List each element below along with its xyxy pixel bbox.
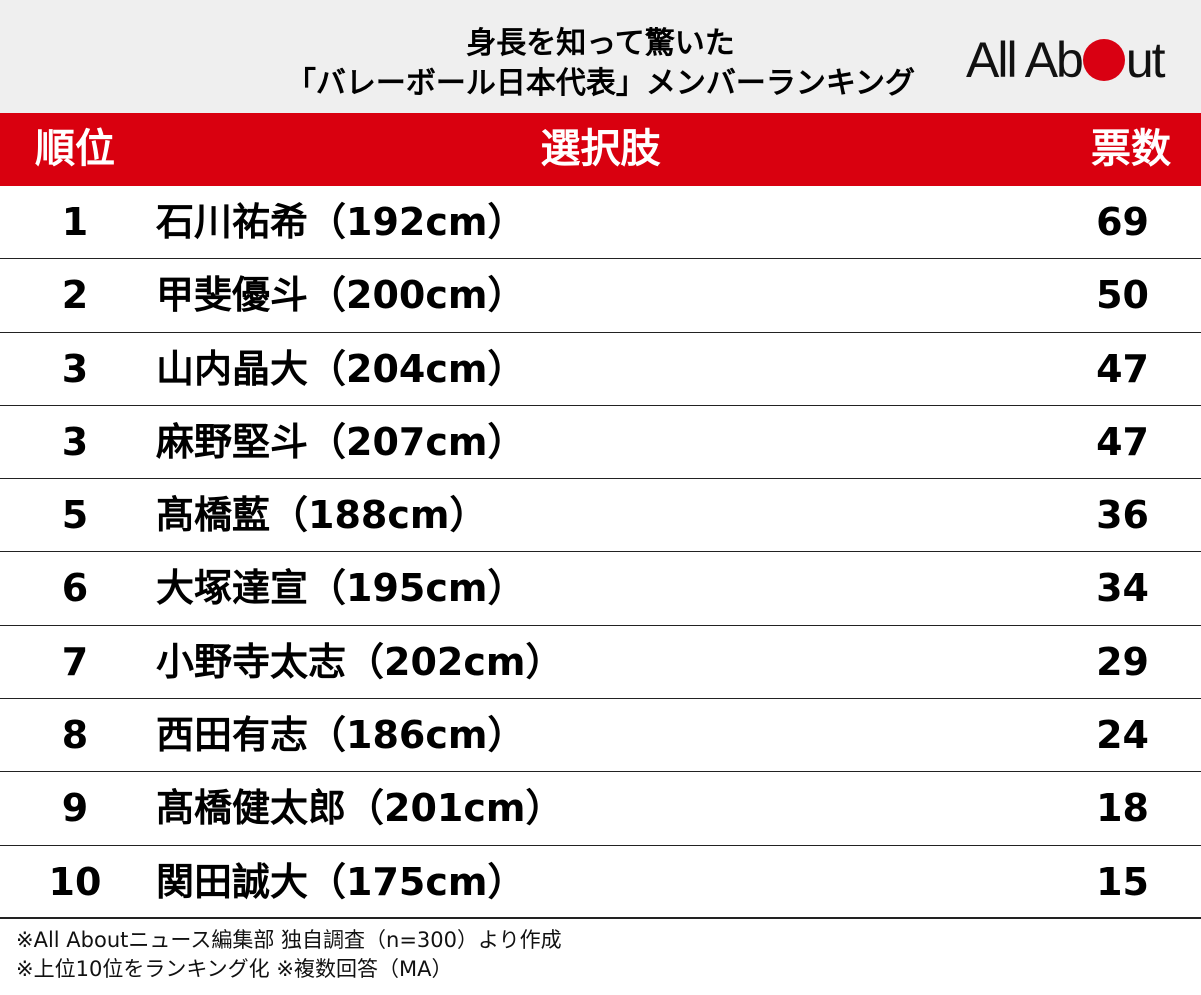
column-header-choice: 選択肢	[540, 126, 661, 172]
rank-cell: 1	[61, 200, 89, 244]
ranking-table: 1 石川祐希（192cm） 69 2 甲斐優斗（200cm） 50 3 山内晶大…	[0, 186, 1201, 919]
name-cell: 髙橋藍（188cm）	[156, 493, 488, 538]
votes-cell: 47	[1096, 419, 1149, 464]
name-cell: 麻野堅斗（207cm）	[156, 419, 526, 464]
page-title: 身長を知って驚いた 「バレーボール日本代表」メンバーランキング	[0, 24, 1201, 104]
name-cell: 石川祐希（192cm）	[156, 200, 526, 244]
votes-cell: 24	[1096, 713, 1149, 758]
table-row: 2 甲斐優斗（200cm） 50	[0, 259, 1201, 333]
name-cell: 関田誠大（175cm）	[156, 859, 526, 904]
votes-cell: 34	[1096, 566, 1149, 611]
votes-cell: 15	[1096, 859, 1149, 904]
votes-cell: 29	[1096, 639, 1149, 684]
table-row: 7 小野寺太志（202cm） 29	[0, 626, 1201, 700]
name-cell: 髙橋健太郎（201cm）	[156, 786, 564, 831]
rank-cell: 2	[61, 273, 89, 318]
table-row: 1 石川祐希（192cm） 69	[0, 186, 1201, 260]
name-cell: 大塚達宣（195cm）	[156, 566, 526, 611]
table-row: 3 麻野堅斗（207cm） 47	[0, 406, 1201, 480]
votes-cell: 50	[1096, 273, 1149, 318]
rank-cell: 5	[61, 493, 89, 538]
logo-red-dot-icon	[1082, 39, 1125, 81]
name-cell: 小野寺太志（202cm）	[156, 639, 564, 684]
votes-cell: 47	[1096, 346, 1149, 391]
footnotes: ※All Aboutニュース編集部 独自調査（n=300）より作成 ※上位10位…	[16, 926, 562, 984]
column-header-rank: 順位	[35, 126, 115, 172]
footnote-method: ※上位10位をランキング化 ※複数回答（MA）	[16, 957, 453, 981]
table-row: 8 西田有志（186cm） 24	[0, 699, 1201, 773]
votes-cell: 36	[1096, 493, 1149, 538]
header: 身長を知って驚いた 「バレーボール日本代表」メンバーランキング All Ab ut	[0, 0, 1201, 113]
table-row: 10 関田誠大（175cm） 15	[0, 846, 1201, 919]
title-line-2: 「バレーボール日本代表」メンバーランキング	[285, 66, 916, 101]
table-row: 5 髙橋藍（188cm） 36	[0, 479, 1201, 553]
rank-cell: 8	[61, 713, 89, 758]
rank-cell: 3	[61, 346, 89, 391]
rank-cell: 6	[61, 566, 89, 611]
votes-cell: 69	[1096, 200, 1149, 244]
table-header: 順位 選択肢 票数	[0, 113, 1201, 186]
all-about-logo: All Ab ut	[966, 32, 1166, 88]
votes-cell: 18	[1096, 786, 1149, 831]
footnote-source: ※All Aboutニュース編集部 独自調査（n=300）より作成	[16, 928, 562, 952]
rank-cell: 10	[48, 859, 102, 904]
table-row: 6 大塚達宣（195cm） 34	[0, 552, 1201, 626]
table-row: 9 髙橋健太郎（201cm） 18	[0, 772, 1201, 846]
name-cell: 西田有志（186cm）	[156, 713, 526, 758]
rank-cell: 3	[61, 419, 89, 464]
name-cell: 甲斐優斗（200cm）	[156, 273, 526, 318]
rank-cell: 7	[61, 639, 89, 684]
name-cell: 山内晶大（204cm）	[156, 346, 526, 391]
column-header-votes: 票数	[1091, 126, 1171, 172]
rank-cell: 9	[61, 786, 89, 831]
title-line-1: 身長を知って驚いた	[466, 26, 735, 61]
table-row: 3 山内晶大（204cm） 47	[0, 333, 1201, 406]
